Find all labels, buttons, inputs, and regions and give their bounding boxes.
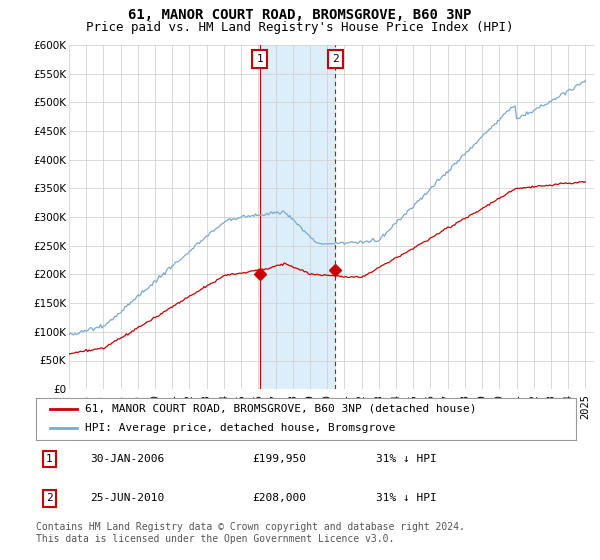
Text: £199,950: £199,950 — [252, 454, 306, 464]
Text: Contains HM Land Registry data © Crown copyright and database right 2024.
This d: Contains HM Land Registry data © Crown c… — [36, 522, 465, 544]
Text: 2: 2 — [332, 54, 339, 64]
Text: Price paid vs. HM Land Registry's House Price Index (HPI): Price paid vs. HM Land Registry's House … — [86, 21, 514, 34]
Text: 1: 1 — [46, 454, 53, 464]
Text: 31% ↓ HPI: 31% ↓ HPI — [376, 493, 437, 503]
Text: 61, MANOR COURT ROAD, BROMSGROVE, B60 3NP: 61, MANOR COURT ROAD, BROMSGROVE, B60 3N… — [128, 8, 472, 22]
Text: £208,000: £208,000 — [252, 493, 306, 503]
Text: 30-JAN-2006: 30-JAN-2006 — [90, 454, 164, 464]
Text: 1: 1 — [256, 54, 263, 64]
Text: HPI: Average price, detached house, Bromsgrove: HPI: Average price, detached house, Brom… — [85, 423, 395, 433]
Text: 61, MANOR COURT ROAD, BROMSGROVE, B60 3NP (detached house): 61, MANOR COURT ROAD, BROMSGROVE, B60 3N… — [85, 404, 476, 414]
Text: 25-JUN-2010: 25-JUN-2010 — [90, 493, 164, 503]
Text: 2: 2 — [46, 493, 53, 503]
Bar — [260, 45, 335, 389]
Text: 31% ↓ HPI: 31% ↓ HPI — [376, 454, 437, 464]
